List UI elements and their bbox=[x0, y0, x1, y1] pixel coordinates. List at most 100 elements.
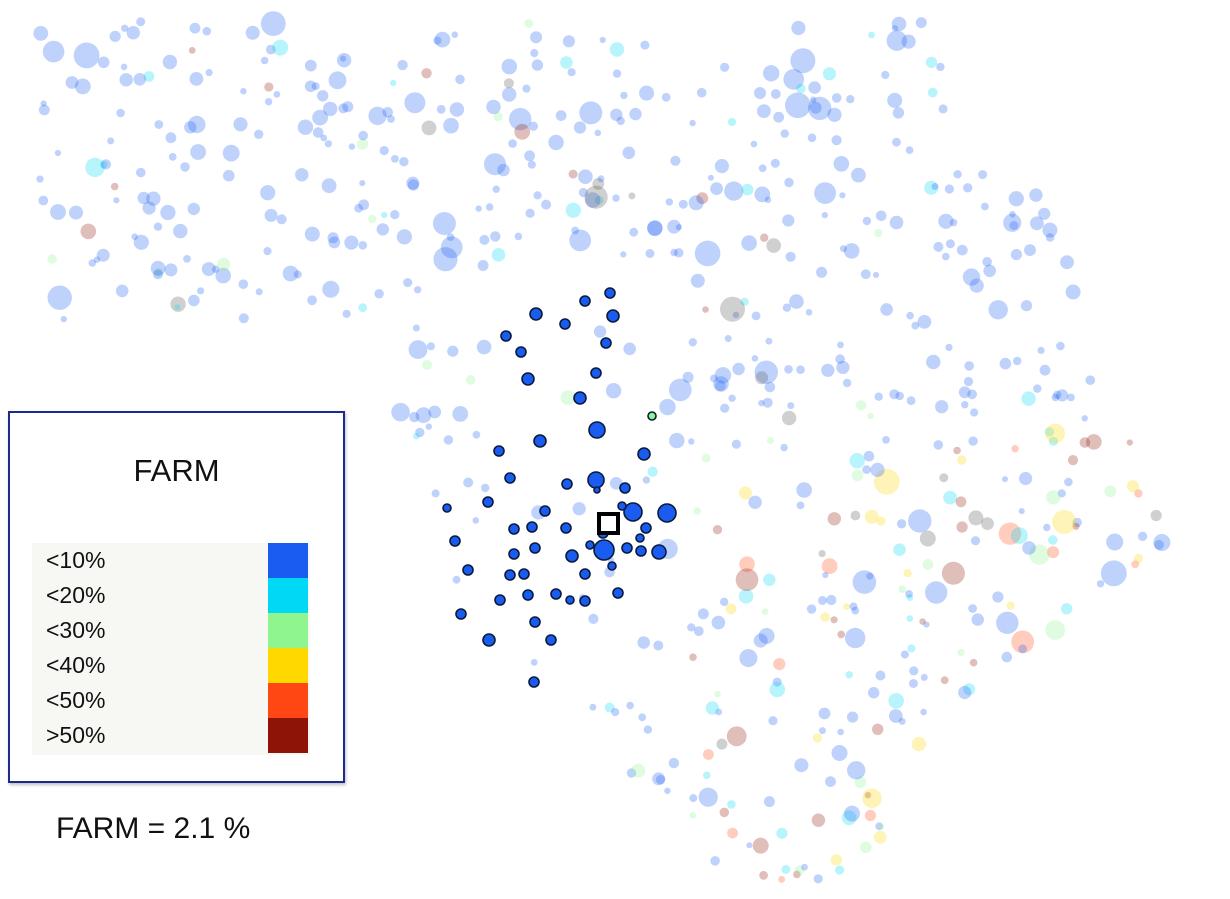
selected-point-marker[interactable] bbox=[597, 512, 620, 535]
highlighted-point[interactable] bbox=[600, 337, 612, 349]
background-point bbox=[307, 295, 317, 306]
background-point bbox=[425, 423, 432, 430]
highlighted-point[interactable] bbox=[462, 564, 474, 576]
highlighted-point[interactable] bbox=[565, 595, 575, 605]
highlighted-point[interactable] bbox=[593, 539, 615, 561]
highlighted-point[interactable] bbox=[579, 295, 591, 307]
highlighted-point[interactable] bbox=[504, 569, 516, 581]
background-point bbox=[758, 399, 765, 407]
highlighted-point[interactable] bbox=[640, 522, 652, 534]
highlighted-point[interactable] bbox=[590, 367, 602, 379]
background-point bbox=[428, 405, 442, 419]
background-point bbox=[821, 363, 835, 377]
background-point bbox=[941, 561, 965, 585]
highlighted-point[interactable] bbox=[518, 568, 530, 580]
highlighted-point[interactable] bbox=[455, 608, 467, 620]
highlighted-point[interactable] bbox=[635, 533, 645, 543]
highlighted-point[interactable] bbox=[561, 478, 573, 490]
background-point bbox=[426, 342, 435, 351]
highlighted-point[interactable] bbox=[559, 318, 571, 330]
highlighted-point[interactable] bbox=[619, 482, 631, 494]
highlighted-point[interactable] bbox=[545, 634, 557, 646]
highlighted-point[interactable] bbox=[647, 411, 657, 421]
highlighted-point[interactable] bbox=[606, 309, 620, 323]
highlighted-point[interactable] bbox=[533, 434, 547, 448]
highlighted-point[interactable] bbox=[529, 616, 541, 628]
highlighted-point[interactable] bbox=[604, 287, 616, 299]
highlighted-point[interactable] bbox=[442, 503, 452, 513]
background-point bbox=[610, 108, 623, 122]
background-point bbox=[406, 176, 420, 190]
highlighted-point[interactable] bbox=[521, 372, 535, 386]
background-point bbox=[593, 325, 607, 338]
background-point bbox=[754, 360, 778, 384]
background-point bbox=[609, 42, 625, 57]
background-point bbox=[888, 709, 903, 723]
background-point bbox=[727, 800, 736, 809]
highlighted-point[interactable] bbox=[579, 568, 591, 580]
highlighted-point[interactable] bbox=[504, 472, 516, 484]
background-point bbox=[755, 371, 769, 385]
background-point bbox=[705, 701, 720, 715]
highlighted-point[interactable] bbox=[623, 502, 643, 522]
background-point bbox=[628, 192, 636, 200]
background-point bbox=[328, 71, 347, 90]
highlighted-point[interactable] bbox=[588, 421, 606, 439]
highlighted-point[interactable] bbox=[508, 523, 520, 535]
background-point bbox=[260, 185, 276, 201]
highlighted-point[interactable] bbox=[529, 307, 543, 321]
highlighted-point[interactable] bbox=[637, 447, 651, 461]
highlighted-point[interactable] bbox=[482, 496, 494, 508]
background-point bbox=[578, 169, 593, 184]
highlighted-point[interactable] bbox=[607, 561, 617, 571]
highlighted-point[interactable] bbox=[482, 633, 496, 647]
highlighted-point[interactable] bbox=[621, 542, 633, 554]
highlighted-point[interactable] bbox=[550, 588, 562, 600]
background-point bbox=[497, 163, 510, 177]
highlighted-point[interactable] bbox=[579, 595, 591, 607]
background-point bbox=[119, 73, 133, 87]
background-point bbox=[907, 644, 916, 653]
highlighted-point[interactable] bbox=[617, 501, 627, 511]
highlighted-point[interactable] bbox=[493, 445, 505, 457]
highlighted-point[interactable] bbox=[515, 346, 527, 358]
background-point bbox=[88, 259, 97, 267]
highlighted-point[interactable] bbox=[585, 540, 595, 550]
background-point bbox=[626, 768, 637, 778]
background-point bbox=[238, 313, 249, 324]
highlighted-point[interactable] bbox=[539, 505, 551, 517]
background-point bbox=[724, 181, 744, 201]
highlighted-point[interactable] bbox=[657, 503, 677, 523]
background-point bbox=[1030, 216, 1044, 231]
background-point bbox=[968, 510, 984, 526]
highlighted-point[interactable] bbox=[573, 391, 587, 405]
highlighted-point[interactable] bbox=[449, 535, 461, 547]
highlighted-point[interactable] bbox=[612, 587, 624, 599]
background-point bbox=[866, 572, 874, 580]
background-point bbox=[197, 287, 205, 295]
legend-swatch bbox=[268, 683, 308, 718]
highlighted-point[interactable] bbox=[528, 676, 540, 688]
highlighted-point[interactable] bbox=[494, 594, 506, 606]
highlighted-point[interactable] bbox=[529, 542, 541, 554]
background-point bbox=[873, 830, 887, 844]
background-point bbox=[472, 517, 480, 524]
background-point bbox=[390, 210, 400, 220]
highlighted-point[interactable] bbox=[565, 549, 579, 563]
highlighted-point[interactable] bbox=[635, 545, 647, 557]
highlighted-point[interactable] bbox=[500, 330, 512, 342]
background-point bbox=[116, 108, 125, 118]
highlighted-point[interactable] bbox=[587, 471, 605, 489]
highlighted-point[interactable] bbox=[522, 589, 534, 601]
background-point bbox=[282, 265, 299, 282]
highlighted-point[interactable] bbox=[593, 486, 601, 494]
background-point bbox=[647, 220, 663, 237]
background-point bbox=[958, 386, 971, 399]
highlighted-point[interactable] bbox=[508, 548, 520, 560]
highlighted-point[interactable] bbox=[526, 521, 538, 533]
highlighted-point[interactable] bbox=[560, 522, 572, 534]
highlighted-point[interactable] bbox=[651, 544, 667, 560]
background-point bbox=[814, 182, 836, 205]
background-point bbox=[668, 757, 680, 769]
